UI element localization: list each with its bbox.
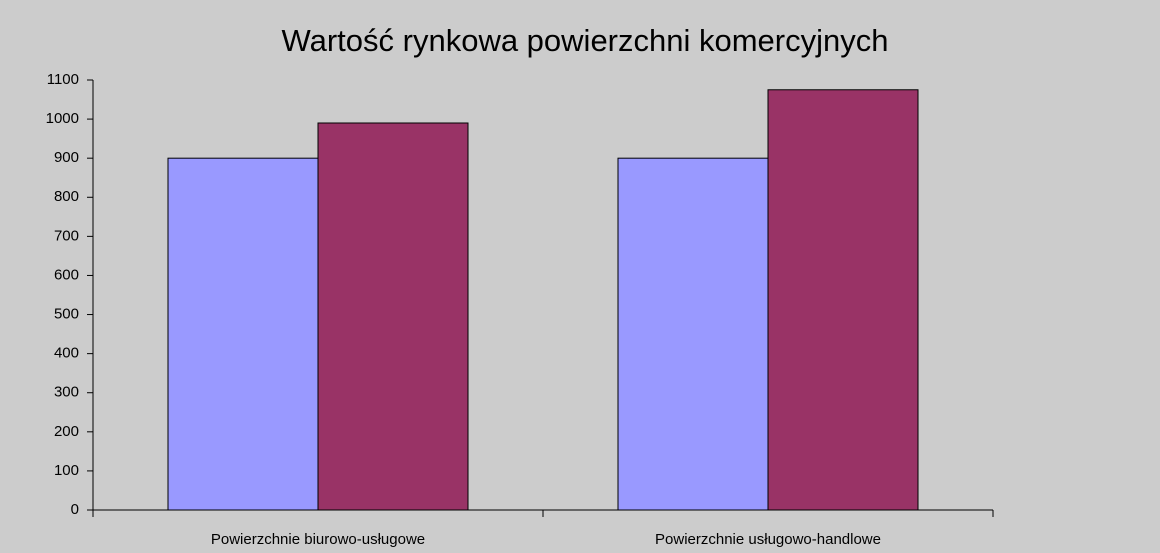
bar	[617, 157, 769, 511]
y-tick-label: 700	[54, 227, 79, 244]
y-tick-label: 100	[54, 462, 79, 479]
chart-title: Wartość rynkowa powierzchni komercyjnych	[282, 23, 889, 58]
y-tick-label: 300	[54, 384, 79, 401]
y-tick-label: 1100	[47, 71, 79, 88]
bar	[767, 89, 919, 511]
y-tick-label: 900	[54, 149, 79, 166]
y-tick-label: 0	[71, 501, 79, 518]
y-tick-label: 1000	[46, 110, 79, 127]
bar	[167, 157, 319, 511]
y-tick-label: 500	[54, 306, 79, 323]
y-tick-label: 400	[54, 345, 79, 362]
y-tick-label: 200	[54, 423, 79, 440]
bar	[317, 122, 469, 511]
x-tick-label: Powierzchnie biurowo-usługowe	[211, 531, 425, 548]
y-tick-label: 600	[54, 266, 79, 283]
x-tick-label: Powierzchnie usługowo-handlowe	[655, 531, 881, 548]
y-tick-label: 800	[54, 188, 79, 205]
